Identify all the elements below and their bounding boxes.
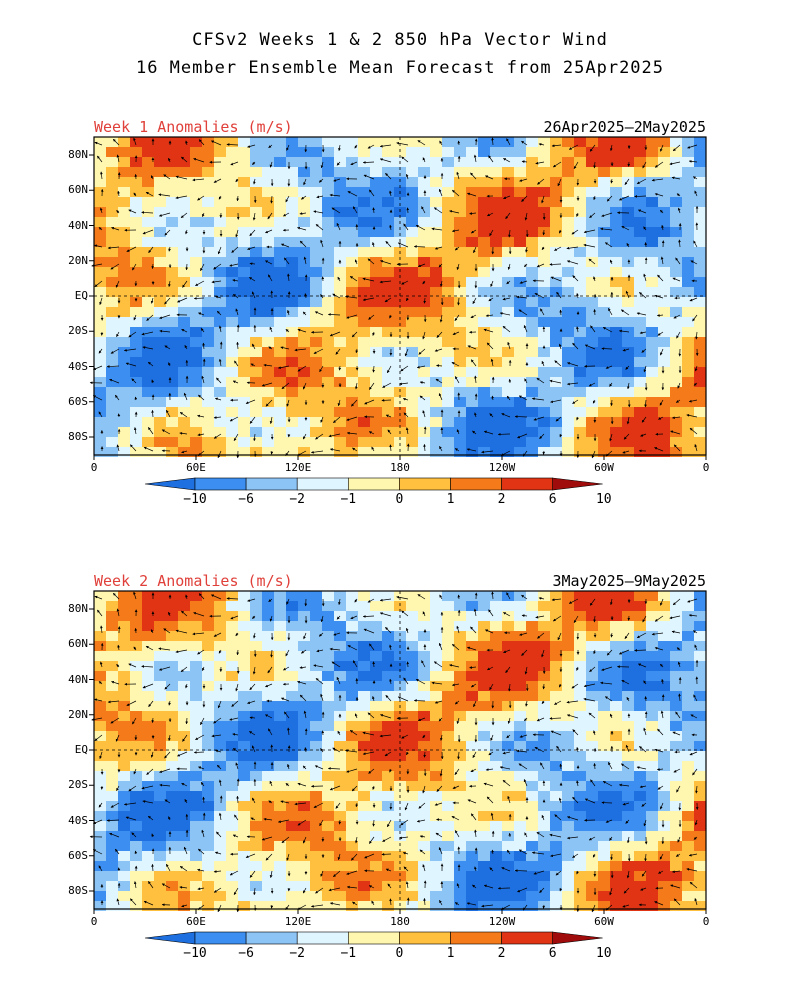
- panel1-lon-label: 120E: [284, 461, 312, 474]
- panel2-lon-label: 60W: [594, 915, 614, 928]
- colorbars: [144, 477, 603, 945]
- panel2-lat-label: 20N: [68, 707, 88, 721]
- colorbar2-label: 6: [548, 946, 557, 961]
- panel1-lat-label: 40S: [68, 359, 88, 373]
- colorbar2-label: 2: [497, 946, 506, 961]
- week2-map: [89, 590, 707, 914]
- panel1-lon-label: 180: [390, 461, 410, 474]
- colorbar1-label: −2: [289, 492, 306, 507]
- panel1-lat-label: 20N: [68, 253, 88, 267]
- panel2-lon-label: 120W: [488, 915, 516, 928]
- colorbar2-label: −1: [340, 946, 357, 961]
- panel2-lon-label: 60E: [186, 915, 206, 928]
- panel2-lon-label: 120E: [284, 915, 312, 928]
- panel1-lat-label: 80S: [68, 430, 88, 443]
- panel2-lat-label: 60S: [68, 848, 88, 862]
- panel1-lat-label: 40N: [68, 218, 88, 232]
- panel2-lat-label: 40S: [68, 813, 88, 827]
- panel2-lat-label: EQ: [74, 743, 88, 756]
- panel1-lat-label: EQ: [74, 289, 88, 302]
- panel2-lat-label: 80S: [68, 884, 88, 897]
- colorbar2-label: 1: [446, 946, 455, 961]
- colorbar1-label: 10: [595, 492, 612, 507]
- panel1-lon-label: 60E: [186, 461, 206, 474]
- panel1-date-range: 26Apr2025–2May2025: [543, 118, 706, 136]
- panel1-lon-label: 0: [90, 461, 98, 474]
- panel2-anomaly-label: Week 2 Anomalies (m/s): [94, 572, 293, 590]
- panel1-lat-label: 60N: [68, 183, 88, 197]
- colorbar2-label: −10: [183, 946, 207, 961]
- panel2-lat-label: 40N: [68, 672, 88, 686]
- colorbar2-label: −6: [238, 946, 254, 961]
- colorbar2-label: −2: [289, 946, 306, 961]
- panel2-lon-label: 0: [702, 915, 710, 928]
- panel2-date-range: 3May2025–9May2025: [552, 572, 706, 590]
- colorbar1-label: 6: [548, 492, 557, 507]
- main-title-line1: CFSv2 Weeks 1 & 2 850 hPa Vector Wind: [192, 30, 608, 50]
- week1-map: [89, 136, 707, 460]
- panel2-lat-label: 60N: [68, 637, 88, 651]
- panel1-lat-label: 20S: [68, 324, 88, 338]
- colorbar1-label: 2: [497, 492, 506, 507]
- panel2-lon-label: 0: [90, 915, 98, 928]
- panel1-lat-label: 80N: [68, 148, 88, 161]
- panel2-lat-label: 80N: [68, 602, 88, 615]
- panel1-lon-label: 0: [702, 461, 710, 474]
- panel1-lon-label: 120W: [488, 461, 516, 474]
- colorbar2-label: 10: [595, 946, 612, 961]
- colorbar1-label: 0: [395, 492, 404, 507]
- colorbar1-label: −10: [183, 492, 207, 507]
- main-title-line2: 16 Member Ensemble Mean Forecast from 25…: [135, 58, 665, 78]
- colorbar2-label: 0: [395, 946, 404, 961]
- panel2-lat-label: 20S: [68, 778, 88, 792]
- colorbar1-label: −1: [340, 492, 357, 507]
- panel1-lat-label: 60S: [68, 394, 88, 408]
- colorbar1-label: −6: [238, 492, 254, 507]
- panel2-lon-label: 180: [390, 915, 410, 928]
- panel1-anomaly-label: Week 1 Anomalies (m/s): [94, 118, 293, 136]
- colorbar1-label: 1: [446, 492, 455, 507]
- panel1-lon-label: 60W: [594, 461, 614, 474]
